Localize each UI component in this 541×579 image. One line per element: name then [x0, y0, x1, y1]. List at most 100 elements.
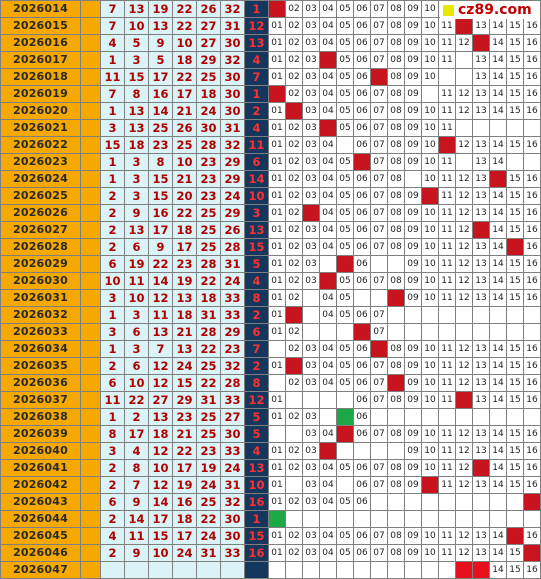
red-ball: 33: [220, 391, 245, 409]
blue-ball: 3: [244, 204, 269, 222]
red-ball: 31: [196, 306, 221, 324]
red-ball: 3: [100, 323, 125, 341]
blue-number-cell: 10: [421, 153, 439, 171]
blue-number-cell: 02: [285, 119, 303, 137]
blue-number-cell: 09: [404, 238, 422, 256]
blue-empty-cell: [455, 68, 473, 86]
period-number: 2026028: [0, 238, 81, 256]
red-ball: 22: [172, 68, 197, 86]
red-ball: 3: [124, 153, 149, 171]
red-ball: 12: [148, 442, 173, 460]
blue-number-cell: 01: [268, 289, 286, 307]
blue-number-cell: 03: [302, 34, 320, 52]
red-ball: 25: [196, 68, 221, 86]
blue-number-cell: 02: [285, 374, 303, 392]
blue-number-cell: 01: [268, 238, 286, 256]
blue-number-cell: 15: [506, 544, 524, 562]
blue-empty-cell: [302, 561, 320, 579]
blue-number-cell: 10: [421, 442, 439, 460]
blue-number-cell: 03: [302, 68, 320, 86]
red-ball: 31: [196, 544, 221, 562]
blue-number-cell: 16: [523, 17, 541, 35]
red-ball: 6: [100, 255, 125, 273]
blue-number-cell: 04: [319, 102, 337, 120]
blue-empty-cell: [489, 323, 507, 341]
blue-empty-cell: [353, 510, 371, 528]
draw-row: 2026034 1 3 7 13 22 23 7 02 03 04 05 06 07 08 09 10 11 12 1…: [0, 340, 541, 358]
red-ball: 2: [100, 238, 125, 256]
draw-row: 2026032 1 3 11 18 31 33 2 01 02 04 05 06 07: [0, 306, 541, 324]
blue-number-cell: 10: [421, 34, 439, 52]
blue-number-cell: 01: [268, 136, 286, 154]
period-number: 2026040: [0, 442, 81, 460]
blue-number-cell: 12: [455, 476, 473, 494]
blue-number-cell: 13: [472, 102, 490, 120]
blue-number-cell: 09: [404, 527, 422, 545]
blue-number-cell: 16: [523, 68, 541, 86]
blue-number-cell: 03: [302, 476, 320, 494]
red-ball: 30: [220, 34, 245, 52]
red-ball: 25: [196, 408, 221, 426]
blue-number-cell: 08: [387, 119, 405, 137]
blue-empty-cell: [421, 323, 439, 341]
blue-repeat-marker: 05: [336, 408, 354, 426]
blue-number-cell: 10: [421, 459, 439, 477]
red-ball: 20: [172, 187, 197, 205]
blue-number-cell: 11: [438, 255, 456, 273]
blue-ball: 12: [244, 391, 269, 409]
blue-empty-cell: [353, 442, 371, 460]
red-ball: 30: [220, 527, 245, 545]
blue-number-cell: 07: [370, 391, 388, 409]
blue-empty-cell: [523, 510, 541, 528]
blue-number-cell: 12: [455, 221, 473, 239]
period-number: 2026038: [0, 408, 81, 426]
red-ball: 31: [220, 476, 245, 494]
blue-number-cell: 07: [370, 272, 388, 290]
red-ball: 32: [220, 493, 245, 511]
blue-number-cell: 02: [285, 527, 303, 545]
blue-ball: 1: [244, 85, 269, 103]
blue-number-cell: 01: [268, 204, 286, 222]
red-ball: 11: [100, 391, 125, 409]
blue-empty-cell: [438, 68, 456, 86]
draw-row: 2026030 10 11 14 19 22 24 4 01 02 03 04 05 06 07 08 09 10…: [0, 272, 541, 290]
red-ball: 5: [124, 34, 149, 52]
blue-number-cell: 05: [336, 34, 354, 52]
blue-number-cell: 04: [319, 153, 337, 171]
blue-number-cell: 08: [387, 187, 405, 205]
blue-empty-cell: [404, 306, 422, 324]
blue-number-cell: 01: [268, 34, 286, 52]
blue-number-cell: 15: [506, 17, 524, 35]
blue-number-cell: 04: [319, 221, 337, 239]
blue-number-cell: 11: [438, 204, 456, 222]
blue-ball: 16: [244, 544, 269, 562]
blue-number-cell: 02: [285, 272, 303, 290]
blue-number-cell: 16: [523, 374, 541, 392]
red-ball: 18: [172, 51, 197, 69]
blue-number-cell: 05: [336, 527, 354, 545]
blue-empty-cell: [472, 119, 490, 137]
blue-ball: 13: [244, 221, 269, 239]
red-ball: 25: [148, 119, 173, 137]
separator-cell: [80, 459, 101, 477]
blue-empty-cell: [319, 323, 337, 341]
blue-empty-cell: [268, 425, 286, 443]
period-number: 2026027: [0, 221, 81, 239]
blue-ball: 4: [244, 51, 269, 69]
blue-number-cell: 07: [370, 544, 388, 562]
blue-hit-marker: 03: [302, 204, 320, 222]
period-number: 2026034: [0, 340, 81, 358]
blue-number-cell: 14: [489, 340, 507, 358]
red-ball: 2: [100, 476, 125, 494]
red-ball: 29: [220, 153, 245, 171]
blue-ball: 2: [244, 306, 269, 324]
blue-number-cell: 11: [438, 119, 456, 137]
blue-ball: [244, 561, 269, 579]
red-ball: 18: [172, 510, 197, 528]
separator-cell: [80, 119, 101, 137]
blue-number-cell: 08: [387, 221, 405, 239]
blue-number-cell: 05: [336, 187, 354, 205]
blue-number-cell: 15: [506, 391, 524, 409]
blue-empty-cell: [319, 408, 337, 426]
red-ball: 31: [220, 255, 245, 273]
